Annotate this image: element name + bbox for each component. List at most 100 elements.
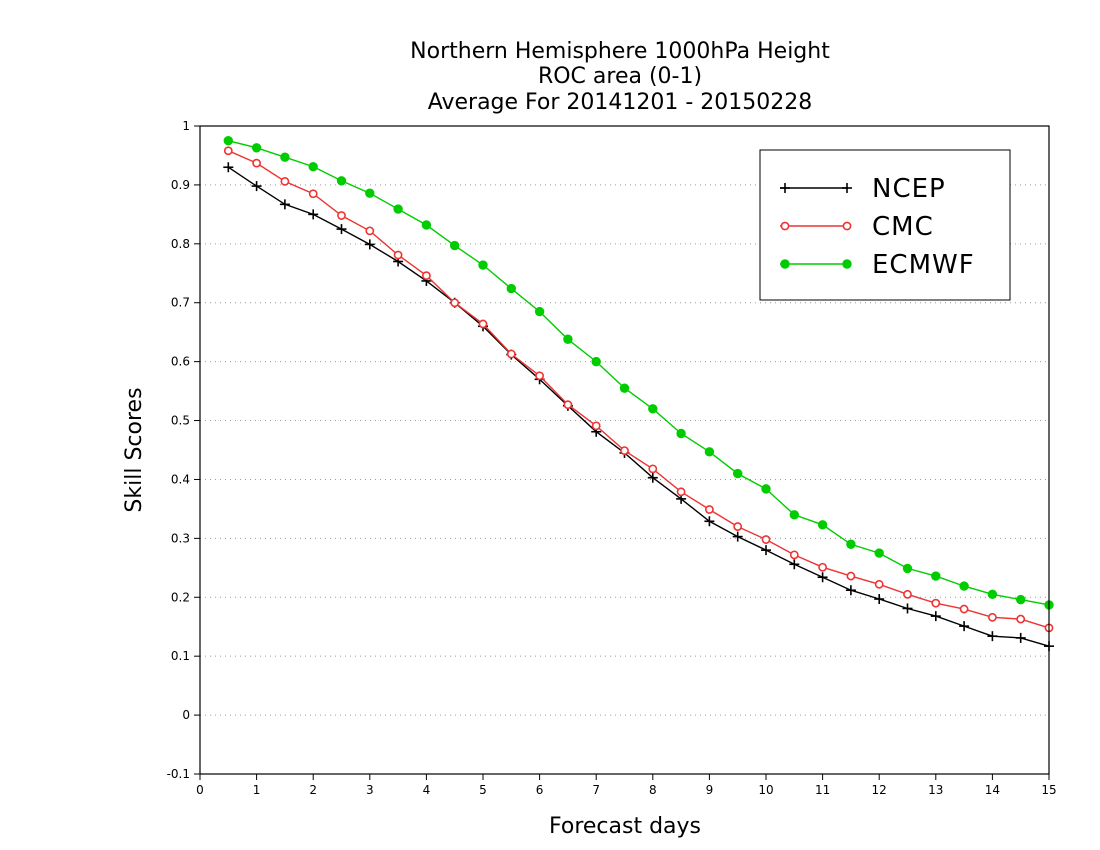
y-tick-label: 1 bbox=[182, 119, 190, 133]
series-line-cmc bbox=[228, 150, 1050, 629]
data-point-ecmwf bbox=[676, 428, 686, 439]
data-point-ncep bbox=[1015, 632, 1026, 643]
data-point-cmc bbox=[252, 158, 261, 168]
data-point-cmc bbox=[648, 464, 658, 474]
data-point-ncep bbox=[789, 559, 800, 570]
x-tick-label: 8 bbox=[649, 783, 657, 797]
data-point-cmc bbox=[506, 349, 516, 359]
data-point-cmc bbox=[761, 535, 771, 544]
y-axis-label: Skill Scores bbox=[122, 387, 147, 512]
x-axis-label: Forecast days bbox=[549, 814, 701, 839]
data-point-cmc bbox=[789, 550, 799, 560]
data-point-ncep bbox=[647, 472, 658, 483]
data-point-cmc bbox=[308, 189, 318, 199]
y-tick-label: 0.8 bbox=[171, 237, 190, 251]
data-point-ncep bbox=[761, 545, 771, 556]
legend-label-cmc: CMC bbox=[872, 212, 934, 242]
x-tick-label: 5 bbox=[479, 783, 487, 797]
data-point-cmc bbox=[393, 250, 403, 260]
data-point-cmc bbox=[931, 598, 941, 608]
x-axis: 0 1 2 3 4 5 6 7 8 9 10 11 12 13 14 15 bbox=[196, 774, 1057, 797]
data-point-cmc bbox=[280, 176, 290, 186]
legend-marker-ecmwf bbox=[780, 259, 790, 269]
y-tick-label: 0 bbox=[182, 708, 190, 722]
x-tick-label: 9 bbox=[706, 783, 714, 797]
data-point-ecmwf bbox=[251, 143, 262, 153]
legend: NCEP CMC ECMWF bbox=[759, 149, 1011, 301]
data-point-ncep bbox=[930, 611, 941, 622]
data-point-ncep bbox=[845, 585, 856, 596]
data-point-cmc bbox=[874, 579, 884, 589]
x-tick-label: 10 bbox=[758, 783, 773, 797]
data-point-ecmwf bbox=[365, 188, 375, 198]
data-point-ecmwf bbox=[846, 539, 856, 549]
data-point-cmc bbox=[620, 446, 629, 455]
data-point-ecmwf bbox=[308, 161, 318, 172]
data-point-ecmwf bbox=[563, 334, 573, 344]
x-tick-label: 2 bbox=[309, 783, 317, 797]
data-point-ecmwf bbox=[591, 356, 601, 367]
data-point-ecmwf bbox=[1016, 594, 1026, 605]
legend-marker-cmc bbox=[780, 221, 790, 231]
data-point-ncep bbox=[223, 162, 234, 173]
data-point-ncep bbox=[251, 181, 262, 192]
y-tick-label: 0.7 bbox=[171, 296, 190, 310]
data-point-ncep bbox=[279, 199, 290, 210]
data-point-cmc bbox=[733, 522, 743, 531]
plot-frame bbox=[199, 125, 1050, 775]
data-point-ecmwf bbox=[902, 563, 913, 574]
x-tick-label: 12 bbox=[872, 783, 887, 797]
x-tick-label: 15 bbox=[1041, 783, 1056, 797]
legend-label-ecmwf: ECMWF bbox=[872, 250, 975, 280]
data-point-ncep bbox=[902, 603, 913, 614]
x-tick-label: 13 bbox=[928, 783, 943, 797]
y-tick-label: -0.1 bbox=[167, 767, 190, 781]
legend-box bbox=[759, 149, 1011, 301]
data-point-ecmwf bbox=[506, 283, 516, 294]
data-point-ecmwf bbox=[959, 581, 969, 591]
x-tick-label: 6 bbox=[536, 783, 544, 797]
data-point-ncep bbox=[817, 572, 828, 583]
data-point-ncep bbox=[732, 531, 743, 542]
data-point-ncep bbox=[336, 224, 347, 235]
series-line-ncep bbox=[227, 166, 1050, 647]
y-axis: -0.1 0 0.1 0.2 0.3 0.4 0.5 0.6 0.7 0.8 0.9 1 bbox=[167, 119, 200, 781]
data-point-ecmwf bbox=[393, 204, 403, 214]
legend-label-ncep: NCEP bbox=[872, 174, 946, 204]
y-tick-label: 0.1 bbox=[171, 649, 190, 663]
data-point-ecmwf bbox=[223, 136, 234, 146]
x-tick-label: 3 bbox=[366, 783, 374, 797]
data-point-cmc bbox=[705, 505, 714, 514]
data-point-ncep bbox=[704, 516, 715, 527]
legend-marker-ecmwf bbox=[842, 259, 852, 269]
data-point-ncep bbox=[364, 239, 375, 250]
data-point-cmc bbox=[223, 146, 233, 156]
data-point-cmc bbox=[988, 612, 997, 622]
series-cmc bbox=[223, 146, 1054, 633]
data-point-ncep bbox=[987, 631, 998, 642]
y-tick-label: 0.4 bbox=[171, 472, 190, 486]
y-tick-label: 0.3 bbox=[171, 531, 190, 545]
data-point-ecmwf bbox=[704, 447, 715, 457]
data-point-cmc bbox=[450, 298, 460, 308]
y-tick-label: 0.5 bbox=[171, 414, 190, 428]
data-point-ecmwf bbox=[987, 589, 998, 600]
data-point-cmc bbox=[959, 604, 969, 614]
data-point-ecmwf bbox=[761, 484, 771, 494]
x-tick-label: 7 bbox=[592, 783, 600, 797]
data-point-cmc bbox=[337, 211, 346, 220]
data-point-ecmwf bbox=[817, 520, 828, 530]
data-point-cmc bbox=[563, 400, 573, 410]
series-line-ecmwf bbox=[228, 140, 1050, 606]
data-point-cmc bbox=[818, 562, 827, 572]
data-point-cmc bbox=[846, 571, 856, 581]
data-point-cmc bbox=[591, 421, 601, 431]
data-point-ecmwf bbox=[789, 510, 799, 520]
x-tick-label: 14 bbox=[985, 783, 1000, 797]
legend-marker-ncep bbox=[842, 183, 852, 193]
data-point-ecmwf bbox=[648, 404, 658, 414]
data-point-ecmwf bbox=[478, 260, 488, 270]
chart-title-line-1: Northern Hemisphere 1000hPa Height bbox=[410, 39, 830, 64]
series-layer bbox=[223, 136, 1054, 652]
